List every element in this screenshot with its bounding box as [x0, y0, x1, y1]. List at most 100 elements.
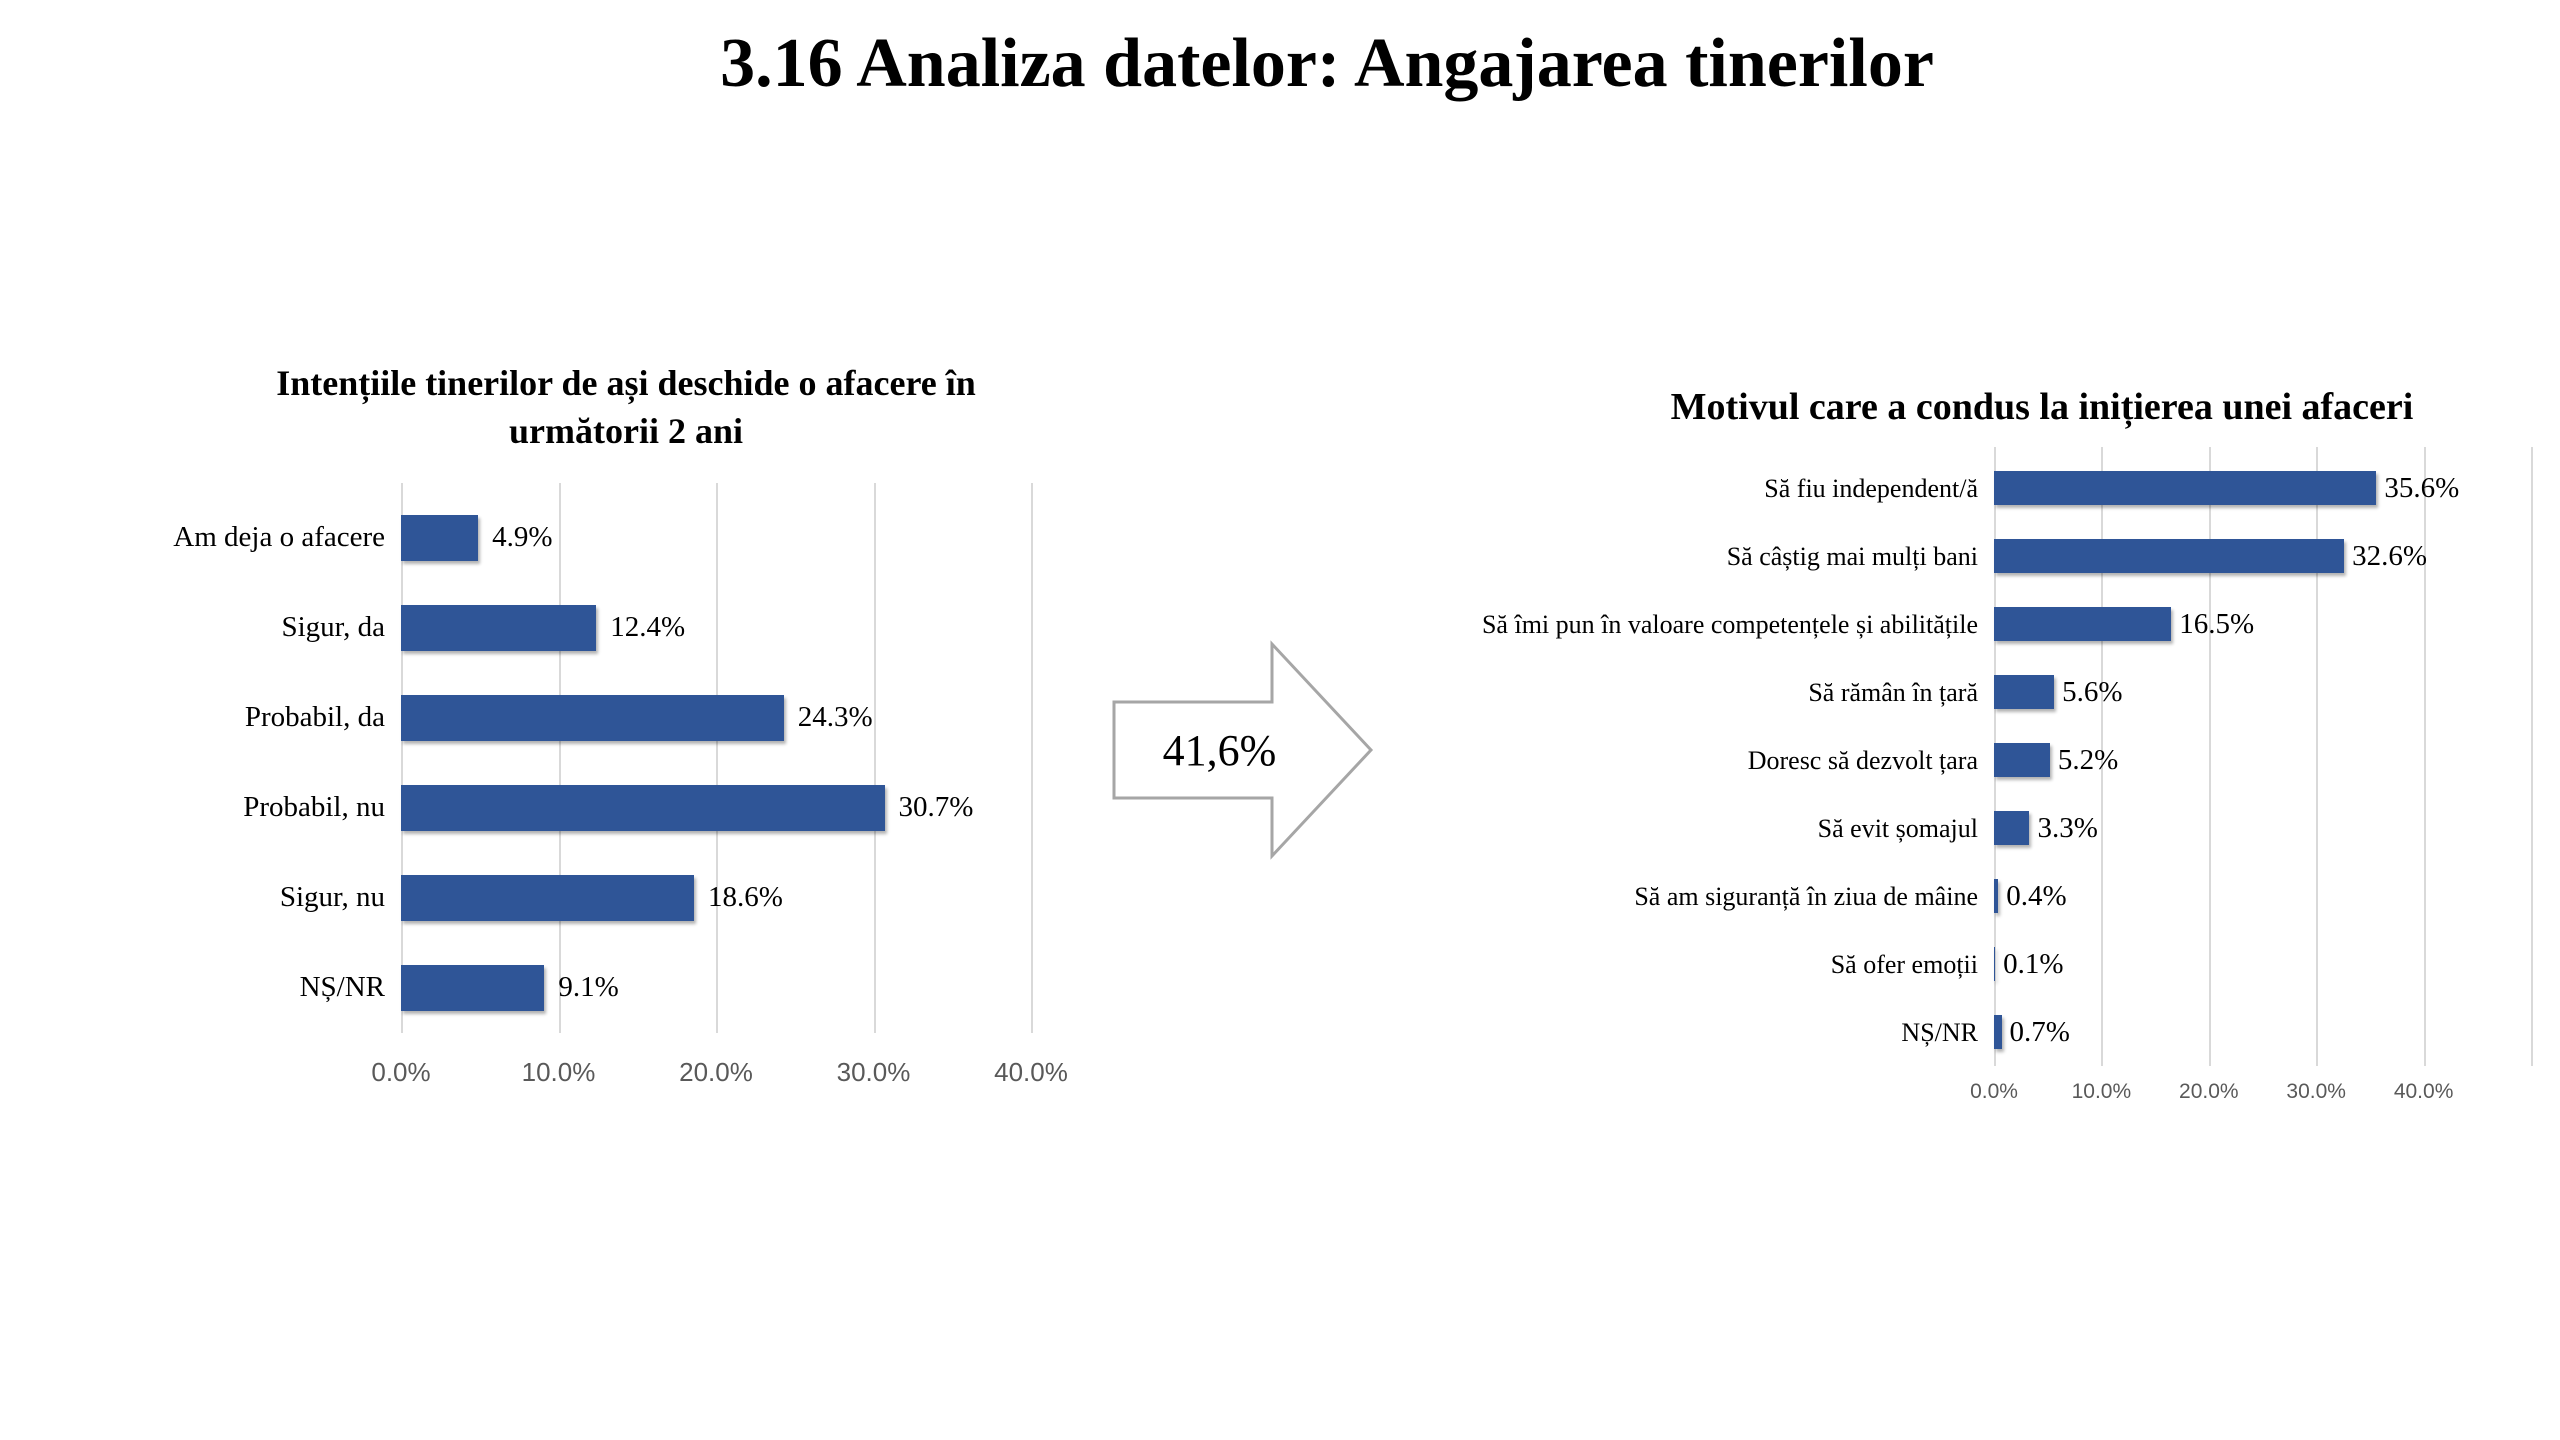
category-label: Probabil, nu	[243, 791, 385, 824]
bar	[1994, 1015, 2002, 1050]
bar-cell: 5.6%	[1994, 658, 2550, 726]
bar-cell: 30.7%	[401, 763, 1101, 853]
value-label: 3.3%	[2037, 811, 2098, 844]
category-label: NȘ/NR	[1901, 1017, 1978, 1047]
x-axis-tick-label: 40.0%	[2393, 1080, 2454, 1104]
bar	[1994, 947, 1996, 982]
gridline	[1031, 482, 1033, 1033]
bar-row: Să am siguranță în ziua de mâine 0.4%	[1464, 862, 2550, 930]
category-label: Să evit șomajul	[1817, 813, 1978, 843]
value-label: 5.2%	[2057, 743, 2119, 776]
category-label: Probabil, da	[244, 701, 385, 734]
value-label: 9.1%	[558, 971, 619, 1004]
value-label: 32.6%	[2352, 539, 2428, 572]
value-label: 0.4%	[2006, 879, 2067, 912]
value-label: 12.4%	[610, 611, 686, 644]
value-label: 16.5%	[2179, 607, 2255, 640]
x-axis: 0.0% 10.0% 20.0% 30.0% 40.0%	[1970, 1066, 2550, 1126]
x-axis-tick-label: 20.0%	[2179, 1080, 2239, 1104]
bar-row: NȘ/NR 9.1%	[151, 943, 1101, 1033]
category-label: Să ofer emoții	[1830, 949, 1978, 979]
category-label: Sigur, da	[281, 611, 385, 644]
x-axis-tick-label: 0.0%	[371, 1056, 431, 1087]
value-label: 35.6%	[2384, 471, 2460, 504]
gridline	[2316, 447, 2319, 1067]
value-label: 4.9%	[492, 521, 553, 554]
bar-row: Sigur, da 12.4%	[151, 583, 1101, 673]
bar	[1994, 607, 2172, 642]
gridline	[401, 482, 403, 1033]
bar-cell: 32.6%	[1994, 522, 2550, 590]
category-label: Să rămân în țară	[1808, 677, 1978, 707]
value-label: 30.7%	[898, 791, 974, 824]
bar-cell: 12.4%	[401, 583, 1101, 673]
bar-row: Să ofer emoții 0.1%	[1464, 930, 2550, 998]
bar-row: Să câștig mai mulți bani 32.6%	[1464, 522, 2550, 590]
bar	[401, 874, 694, 921]
chart-motives: Motivul care a condus la inițierea unei …	[1464, 383, 2550, 1126]
value-label: 18.6%	[707, 881, 783, 914]
gridline	[2208, 447, 2211, 1067]
gridline	[2423, 447, 2426, 1067]
bar	[1994, 743, 2050, 778]
x-axis-tick-label: 10.0%	[2071, 1080, 2132, 1104]
bar-cell: 5.2%	[1994, 726, 2550, 794]
bar-cell: 18.6%	[401, 853, 1101, 943]
gridline	[2531, 447, 2533, 1067]
gridline	[2101, 447, 2104, 1067]
bar-cell: 4.9%	[401, 493, 1101, 583]
bar	[401, 514, 479, 561]
category-label: Sigur, nu	[279, 881, 385, 914]
gridline	[873, 482, 876, 1033]
x-axis: 0.0% 10.0% 20.0% 30.0% 40.0%	[371, 1033, 1101, 1093]
bar-cell: 9.1%	[401, 943, 1101, 1033]
bar	[1994, 675, 2055, 710]
gridline	[558, 482, 561, 1033]
x-axis-tick-label: 30.0%	[836, 1056, 911, 1087]
bar	[401, 964, 545, 1011]
bar-cell: 3.3%	[1994, 794, 2550, 862]
bar	[1994, 879, 1999, 914]
chart-motives-title: Motivul care a condus la inițierea unei …	[1670, 386, 2414, 428]
category-label: Să îmi pun în valoare competențele și ab…	[1481, 609, 1978, 639]
gridlines-layer	[401, 482, 1101, 1033]
chart-intentions-plot-area: Am deja o afacere 4.9% Sigur, da 12.4% Proba…	[151, 482, 1101, 1093]
bar	[401, 604, 597, 651]
right-arrow-icon	[1112, 640, 1374, 860]
bar-row: Să evit șomajul 3.3%	[1464, 794, 2550, 862]
x-axis-tick-label: 20.0%	[679, 1056, 753, 1087]
chart-intentions: Intențiile tinerilor de ași deschide o a…	[151, 360, 1101, 1093]
bar-row: Sigur, nu 18.6%	[151, 853, 1101, 943]
bar-rows: Am deja o afacere 4.9% Sigur, da 12.4% Proba…	[151, 483, 1101, 1033]
bar-row: Doresc să dezvolt țara 5.2%	[1464, 726, 2550, 794]
bar-row: Probabil, nu 30.7%	[151, 763, 1101, 853]
arrow-percentage-label: 41,6%	[1162, 725, 1277, 775]
bar-cell: 0.7%	[1994, 998, 2550, 1066]
x-axis-tick-label: 0.0%	[1970, 1080, 2018, 1104]
bar-row: NȘ/NR 0.7%	[1464, 998, 2550, 1066]
gridline	[716, 482, 718, 1033]
category-label: NȘ/NR	[299, 971, 385, 1004]
bar-rows: Să fiu independent/ă 35.6% Să câștig mai m…	[1464, 447, 2550, 1066]
category-label: Am deja o afacere	[173, 521, 385, 554]
bar-row: Am deja o afacere 4.9%	[151, 493, 1101, 583]
category-label: Să am siguranță în ziua de mâine	[1634, 881, 1978, 911]
bar-row: Să fiu independent/ă 35.6%	[1464, 454, 2550, 522]
value-label: 24.3%	[797, 701, 873, 734]
bar-cell: 24.3%	[401, 673, 1101, 763]
bar	[1994, 811, 2030, 846]
bar-cell: 0.4%	[1994, 862, 2550, 930]
bar-row: Să îmi pun în valoare competențele și ab…	[1464, 590, 2550, 658]
category-label: Să câștig mai mulți bani	[1726, 541, 1978, 571]
x-axis-tick-label: 10.0%	[521, 1056, 596, 1087]
bar-row: Probabil, da 24.3%	[151, 673, 1101, 763]
value-label: 5.6%	[2062, 675, 2123, 708]
bar	[1994, 539, 2345, 574]
x-axis-tick-label: 40.0%	[994, 1056, 1068, 1087]
chart-motives-plot-area: Să fiu independent/ă 35.6% Să câștig mai m…	[1464, 447, 2550, 1126]
value-label: 0.1%	[2003, 947, 2064, 980]
bar-cell: 0.1%	[1994, 930, 2550, 998]
right-arrow-shape: 41,6%	[1112, 640, 1374, 860]
page-title: 3.16 Analiza datelor: Angajarea tinerilo…	[720, 25, 1934, 102]
